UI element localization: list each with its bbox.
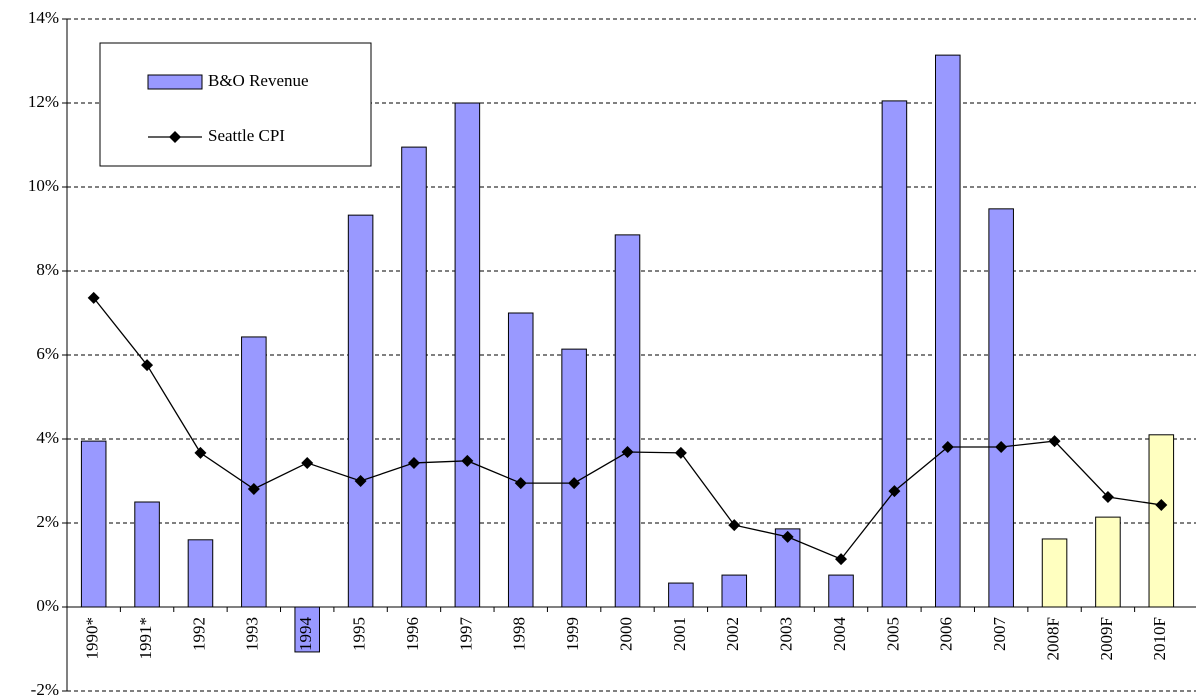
marker [674, 446, 687, 459]
bar [774, 528, 801, 608]
y-tick-label: 2% [36, 512, 59, 531]
marker [407, 456, 420, 469]
marker [888, 485, 901, 498]
x-tick-label: 1997 [456, 617, 475, 652]
x-tick-label: 2001 [670, 617, 689, 651]
marker [1101, 490, 1114, 503]
x-tick-label: 2002 [723, 617, 742, 651]
x-tick-label: 1992 [189, 617, 208, 651]
legend-swatch [147, 74, 203, 90]
bar [454, 102, 481, 608]
x-tick-label: 1996 [403, 617, 422, 651]
marker [835, 553, 848, 566]
bar [828, 574, 854, 608]
marker [247, 482, 260, 495]
marker [461, 454, 474, 467]
marker [781, 530, 794, 543]
x-tick-label: 2006 [937, 617, 956, 651]
marker [1048, 435, 1061, 448]
bar [935, 54, 961, 608]
x-tick-label: 1990* [83, 617, 102, 660]
x-tick-label: 2005 [883, 617, 902, 651]
marker [941, 440, 954, 453]
marker [1155, 498, 1168, 511]
x-tick-label: 2010F [1150, 617, 1169, 660]
y-tick-label: 12% [28, 92, 59, 111]
x-tick-label: 2007 [990, 617, 1009, 652]
y-tick-label: 10% [28, 176, 59, 195]
marker [87, 291, 100, 304]
y-tick-label: 6% [36, 344, 59, 363]
marker [568, 477, 581, 490]
bar [1095, 516, 1121, 608]
bar [1148, 434, 1175, 608]
bar [347, 214, 374, 608]
x-tick-label: 2004 [830, 617, 849, 652]
x-tick-label: 1993 [243, 617, 262, 651]
x-tick-label: 1991* [136, 617, 155, 660]
y-tick-label: 14% [28, 8, 59, 27]
bar [80, 440, 107, 608]
bar [1041, 538, 1068, 608]
marker [514, 477, 527, 490]
marker [621, 446, 634, 459]
x-tick-label: 1998 [510, 617, 529, 651]
marker [354, 475, 367, 487]
marker [194, 446, 207, 459]
legend-box [99, 42, 372, 167]
legend-label: Seattle CPI [208, 126, 285, 145]
marker [995, 440, 1008, 453]
bar [401, 146, 427, 608]
y-tick-label: 4% [36, 428, 59, 447]
y-tick-label: 8% [36, 260, 59, 279]
marker [301, 456, 314, 469]
x-tick-label: 2008F [1043, 617, 1062, 660]
legend-swatch [169, 131, 181, 143]
bar [241, 336, 267, 608]
x-tick-label: 1999 [563, 617, 582, 651]
marker [141, 359, 154, 372]
x-tick-label: 1994 [296, 617, 315, 652]
bar [988, 208, 1014, 608]
x-tick-label: 2009F [1097, 617, 1116, 660]
bar [187, 539, 214, 608]
bar [614, 234, 641, 608]
bar [721, 574, 748, 608]
bar [134, 501, 160, 608]
bar [881, 100, 908, 608]
x-tick-label: 2000 [616, 617, 635, 651]
bar [668, 582, 694, 608]
y-tick-label: -2% [31, 680, 59, 699]
x-tick-label: 2003 [777, 617, 796, 651]
x-tick-label: 1995 [350, 617, 369, 651]
marker [728, 519, 741, 532]
y-tick-label: 0% [36, 596, 59, 615]
legend-label: B&O Revenue [208, 71, 309, 90]
bar [507, 312, 534, 608]
